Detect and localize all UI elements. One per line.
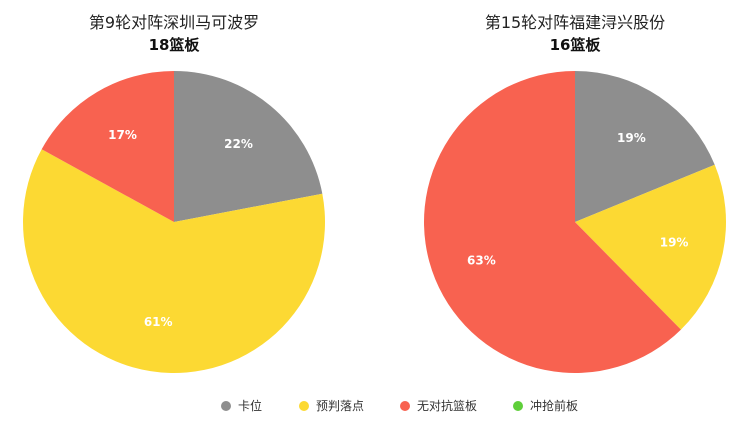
chart-2-subtitle: 16篮板 <box>550 36 602 54</box>
chart-1-slice-label-0: 22% <box>224 137 253 151</box>
chart-2-slice-2 <box>424 71 681 374</box>
legend-swatch-chongqiang <box>513 401 523 411</box>
chart-1-slice-2 <box>41 71 175 222</box>
chart-1-subtitle: 18篮板 <box>149 36 201 54</box>
legend-swatch-kawei <box>221 401 231 411</box>
legend-swatch-yupan <box>299 401 309 411</box>
chart-2-title: 第15轮对阵福建浔兴股份 <box>485 13 665 32</box>
chart-2-slice-label-1: 19% <box>660 235 689 249</box>
chart-1-slice-1 <box>23 149 326 374</box>
pie-chart-1: 第9轮对阵深圳马可波罗 18篮板 22% 61% 17% <box>23 13 326 374</box>
chart-1-slice-0 <box>174 71 323 222</box>
legend-item-yupan: 预判落点 <box>299 399 364 413</box>
legend-label-yupan: 预判落点 <box>316 399 364 413</box>
legend: 卡位 预判落点 无对抗篮板 冲抢前板 <box>221 398 578 413</box>
chart-1-slice-label-2: 17% <box>108 128 137 142</box>
legend-item-wuduikang: 无对抗篮板 <box>400 398 477 413</box>
legend-label-chongqiang: 冲抢前板 <box>530 398 578 413</box>
chart-1-title: 第9轮对阵深圳马可波罗 <box>89 13 259 32</box>
legend-label-kawei: 卡位 <box>238 398 262 413</box>
chart-2-slices: 19% 19% 63% <box>424 71 726 374</box>
chart-2-slice-0 <box>575 71 715 222</box>
chart-2-slice-label-2: 63% <box>467 253 496 267</box>
chart-2-slice-label-0: 19% <box>617 131 646 145</box>
legend-item-kawei: 卡位 <box>221 398 262 413</box>
legend-swatch-wuduikang <box>400 401 410 411</box>
pie-chart-2: 第15轮对阵福建浔兴股份 16篮板 19% 19% 63% <box>424 13 726 374</box>
legend-item-chongqiang: 冲抢前板 <box>513 398 578 413</box>
chart-1-slices: 22% 61% 17% <box>23 71 326 374</box>
chart-1-slice-label-1: 61% <box>144 315 173 329</box>
legend-label-wuduikang: 无对抗篮板 <box>417 398 477 413</box>
chart-2-slice-1 <box>575 164 726 330</box>
